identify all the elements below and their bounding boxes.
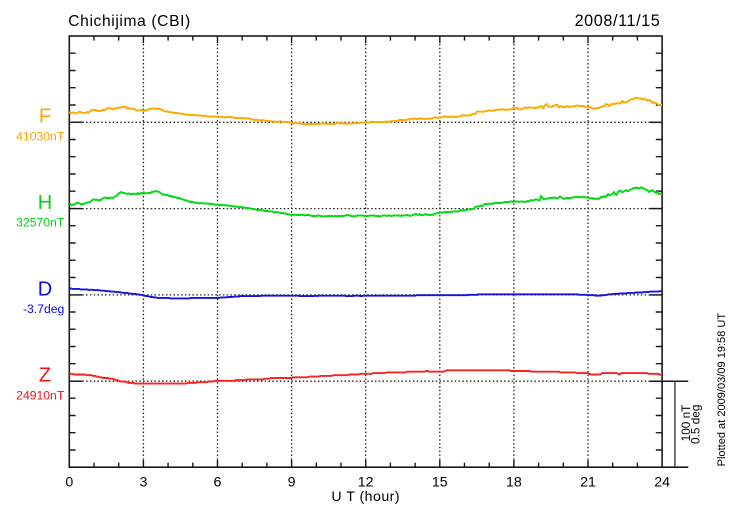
svg-text:24910nT: 24910nT xyxy=(16,388,65,402)
svg-text:0.5 deg: 0.5 deg xyxy=(688,405,702,444)
svg-text:Plotted at 2009/03/09 19:58 UT: Plotted at 2009/03/09 19:58 UT xyxy=(716,313,728,467)
svg-text:0: 0 xyxy=(65,475,73,491)
svg-text:41030nT: 41030nT xyxy=(16,129,65,143)
svg-text:3: 3 xyxy=(139,475,147,491)
svg-text:-3.7deg: -3.7deg xyxy=(23,302,64,316)
svg-text:100 nT: 100 nT xyxy=(679,405,693,442)
svg-text:24: 24 xyxy=(654,475,670,491)
svg-text:D: D xyxy=(38,278,52,300)
svg-text:6: 6 xyxy=(214,475,222,491)
svg-text:F: F xyxy=(39,106,51,128)
svg-text:Chichijima (CBI): Chichijima (CBI) xyxy=(68,13,191,30)
svg-text:U T (hour): U T (hour) xyxy=(331,489,400,505)
svg-text:32570nT: 32570nT xyxy=(16,216,65,230)
svg-text:18: 18 xyxy=(506,475,522,491)
svg-text:9: 9 xyxy=(288,475,296,491)
svg-text:H: H xyxy=(38,192,52,214)
svg-text:21: 21 xyxy=(580,475,596,491)
svg-text:Z: Z xyxy=(39,365,51,387)
svg-text:2008/11/15: 2008/11/15 xyxy=(575,12,661,30)
svg-text:15: 15 xyxy=(432,475,448,491)
svg-text:12: 12 xyxy=(358,475,374,491)
